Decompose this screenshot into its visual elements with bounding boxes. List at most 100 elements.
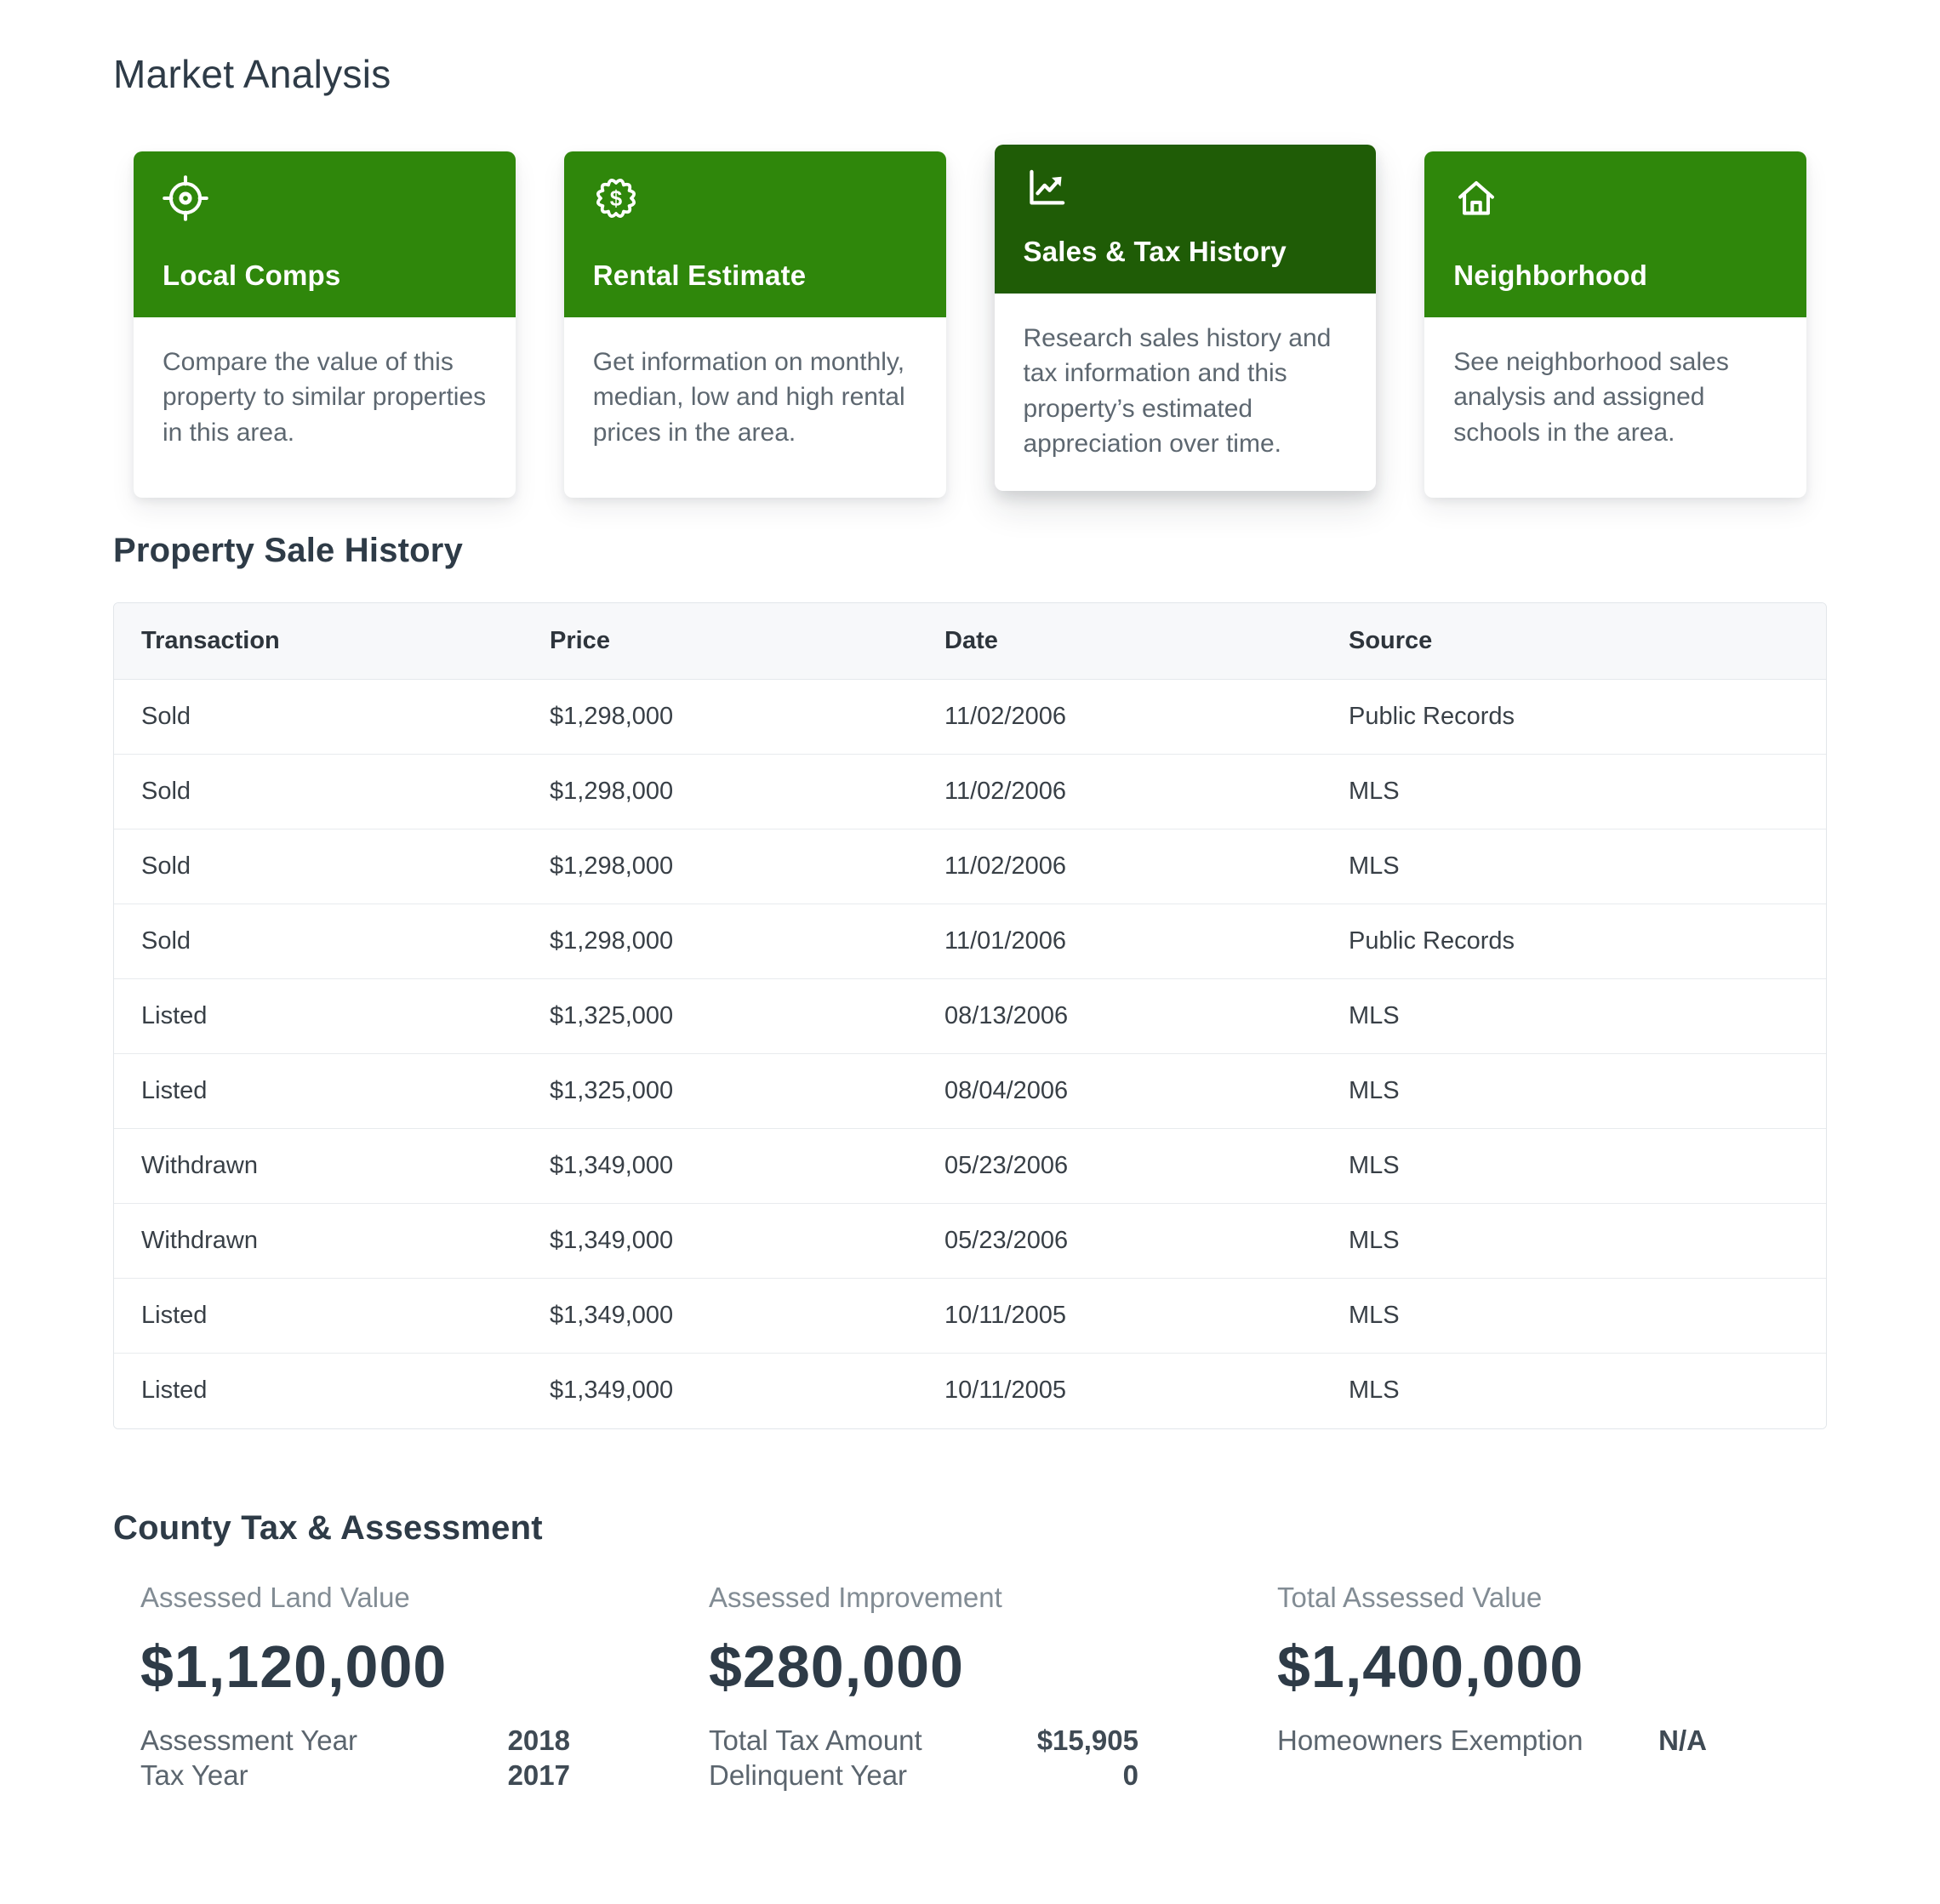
tax-col-improvement: Assessed Improvement $280,000 Total Tax …: [709, 1582, 1138, 1794]
tax-year-value: 2017: [507, 1759, 570, 1792]
tax-col-land-value: Assessed Land Value $1,120,000 Assessmen…: [140, 1582, 570, 1794]
card-title: Sales & Tax History: [1023, 236, 1287, 267]
table-row: Listed $1,349,000 10/11/2005 MLS: [114, 1278, 1826, 1354]
card-local-comps-header: Local Comps: [134, 151, 516, 317]
delinquent-year-row: Delinquent Year 0: [709, 1758, 1138, 1793]
cell-transaction: Listed: [141, 1301, 208, 1329]
cell-date: 11/02/2006: [944, 702, 1066, 730]
table-row: Listed $1,349,000 10/11/2005 MLS: [114, 1353, 1826, 1428]
card-description: See neighborhood sales analysis and assi…: [1453, 348, 1729, 447]
card-neighborhood[interactable]: Neighborhood See neighborhood sales anal…: [1424, 151, 1806, 498]
target-icon: [163, 175, 208, 221]
cell-transaction: Withdrawn: [141, 1151, 258, 1179]
cell-date: 05/23/2006: [944, 1226, 1069, 1254]
cell-source: MLS: [1349, 1301, 1400, 1329]
total-tax-amount-value: $15,905: [1036, 1724, 1138, 1756]
assessed-land-value-label: Assessed Land Value: [140, 1581, 410, 1613]
cell-source: MLS: [1349, 1001, 1400, 1029]
table-row: Listed $1,325,000 08/13/2006 MLS: [114, 978, 1826, 1054]
table-row: Sold $1,298,000 11/01/2006 Public Record…: [114, 904, 1826, 979]
cell-transaction: Listed: [141, 1377, 208, 1405]
cell-date: 11/01/2006: [944, 926, 1066, 955]
table-row: Sold $1,298,000 11/02/2006 MLS: [114, 829, 1826, 904]
sale-history-table: Transaction Price Date Source Sold $1,29…: [113, 601, 1827, 1429]
delinquent-year-label: Delinquent Year: [709, 1759, 908, 1792]
card-description: Compare the value of this property to si…: [163, 348, 487, 447]
total-assessed-value-label: Total Assessed Value: [1277, 1581, 1543, 1613]
cell-source: MLS: [1349, 777, 1400, 805]
card-sales-tax-history-header: Sales & Tax History: [994, 145, 1377, 294]
cell-transaction: Listed: [141, 1001, 208, 1029]
card-neighborhood-header: Neighborhood: [1424, 151, 1806, 317]
cell-price: $1,349,000: [550, 1301, 674, 1329]
cell-source: MLS: [1349, 1377, 1400, 1405]
cell-price: $1,325,000: [550, 1001, 674, 1029]
cell-transaction: Sold: [141, 702, 191, 730]
table-row: Withdrawn $1,349,000 05/23/2006 MLS: [114, 1128, 1826, 1204]
cell-date: 11/02/2006: [944, 777, 1066, 805]
cell-price: $1,298,000: [550, 926, 674, 955]
cell-date: 08/04/2006: [944, 1076, 1069, 1104]
column-header-transaction: Transaction: [141, 626, 280, 654]
delinquent-year-value: 0: [1122, 1759, 1138, 1792]
cell-source: MLS: [1349, 1076, 1400, 1104]
cell-source: MLS: [1349, 1151, 1400, 1179]
column-header-price: Price: [550, 626, 610, 654]
cell-price: $1,349,000: [550, 1226, 674, 1254]
dollar-badge-icon: $: [593, 175, 639, 221]
cell-price: $1,325,000: [550, 1076, 674, 1104]
tax-year-row: Tax Year 2017: [140, 1758, 570, 1793]
market-analysis-page: Market Analysis Local Comps Compare the …: [113, 52, 1827, 1794]
table-row: Withdrawn $1,349,000 05/23/2006 MLS: [114, 1203, 1826, 1279]
card-title: Rental Estimate: [592, 259, 807, 291]
assessment-year-row: Assessment Year 2018: [140, 1723, 570, 1759]
cell-price: $1,298,000: [550, 777, 674, 805]
cell-price: $1,349,000: [550, 1151, 674, 1179]
card-description: Research sales history and tax informati…: [1023, 324, 1332, 459]
cell-transaction: Withdrawn: [141, 1226, 258, 1254]
assessed-land-value: $1,120,000: [140, 1633, 448, 1700]
cell-date: 08/13/2006: [944, 1001, 1069, 1029]
assessed-improvement-value: $280,000: [709, 1633, 964, 1700]
table-row: Listed $1,325,000 08/04/2006 MLS: [114, 1053, 1826, 1129]
homeowners-exemption-label: Homeowners Exemption: [1277, 1724, 1583, 1756]
analysis-cards: Local Comps Compare the value of this pr…: [134, 145, 1806, 498]
total-tax-amount-label: Total Tax Amount: [709, 1724, 922, 1756]
table-row: Sold $1,298,000 11/02/2006 Public Record…: [114, 679, 1826, 755]
cell-source: Public Records: [1349, 702, 1515, 730]
total-assessed-value: $1,400,000: [1277, 1633, 1584, 1700]
homeowners-exemption-value: N/A: [1658, 1724, 1707, 1756]
svg-text:$: $: [610, 187, 623, 211]
cell-source: MLS: [1349, 1226, 1400, 1254]
cell-transaction: Listed: [141, 1076, 208, 1104]
page-title: Market Analysis: [113, 52, 391, 96]
assessed-improvement-label: Assessed Improvement: [709, 1581, 1002, 1613]
assessment-year-label: Assessment Year: [140, 1724, 357, 1756]
cell-date: 05/23/2006: [944, 1151, 1069, 1179]
column-header-date: Date: [944, 626, 998, 654]
chart-line-icon: [1024, 165, 1070, 211]
cell-date: 10/11/2005: [944, 1301, 1066, 1329]
cell-date: 10/11/2005: [944, 1377, 1066, 1405]
table-header-row: Transaction Price Date Source: [114, 602, 1826, 680]
cell-transaction: Sold: [141, 852, 191, 880]
assessment-year-value: 2018: [507, 1724, 570, 1756]
cell-source: Public Records: [1349, 926, 1515, 955]
card-rental-estimate[interactable]: $ Rental Estimate Get information on mon…: [563, 151, 946, 498]
column-header-source: Source: [1349, 626, 1433, 654]
cell-transaction: Sold: [141, 926, 191, 955]
tax-col-total-assessed: Total Assessed Value $1,400,000 Homeowne…: [1277, 1582, 1707, 1794]
home-icon: [1453, 175, 1499, 221]
sale-history-heading: Property Sale History: [113, 531, 464, 569]
cell-price: $1,298,000: [550, 852, 674, 880]
total-tax-amount-row: Total Tax Amount $15,905: [709, 1723, 1138, 1759]
card-description: Get information on monthly, median, low …: [592, 348, 905, 447]
cell-transaction: Sold: [141, 777, 191, 805]
card-local-comps[interactable]: Local Comps Compare the value of this pr…: [134, 151, 516, 498]
card-sales-tax-history[interactable]: Sales & Tax History Research sales histo…: [994, 145, 1377, 491]
cell-price: $1,349,000: [550, 1377, 674, 1405]
cell-source: MLS: [1349, 852, 1400, 880]
cell-price: $1,298,000: [550, 702, 674, 730]
homeowners-exemption-row: Homeowners Exemption N/A: [1277, 1723, 1707, 1759]
tax-assessment-grid: Assessed Land Value $1,120,000 Assessmen…: [113, 1582, 1827, 1794]
